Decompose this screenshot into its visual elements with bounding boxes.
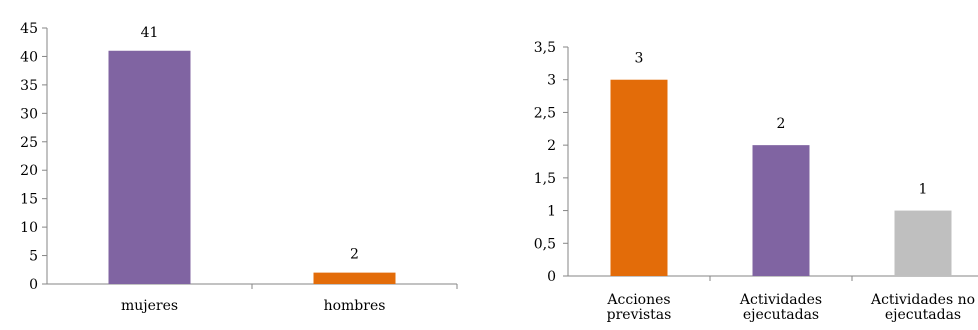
x-category-label: hombres <box>324 298 386 314</box>
y-tick-label: 35 <box>20 78 38 94</box>
y-tick-label: 5 <box>29 249 38 265</box>
y-tick-label: 1,5 <box>534 171 556 187</box>
bar <box>313 272 396 284</box>
y-tick-label: 0,5 <box>534 236 556 252</box>
y-tick-label: 25 <box>20 135 38 151</box>
y-tick-label: 45 <box>20 21 38 37</box>
y-tick-label: 2,5 <box>534 105 556 121</box>
data-label: 1 <box>919 182 928 198</box>
data-label: 3 <box>635 51 644 67</box>
y-tick-label: 1 <box>547 204 556 220</box>
bar <box>108 50 191 284</box>
x-category-label: mujeres <box>121 298 178 314</box>
y-tick-label: 0 <box>29 277 38 293</box>
y-tick-label: 40 <box>20 49 38 65</box>
bar <box>752 145 810 276</box>
x-category-label: Actividades <box>739 292 822 308</box>
bar <box>894 210 952 276</box>
x-category-label: ejecutadas <box>743 307 819 323</box>
y-tick-label: 10 <box>20 220 38 236</box>
bar <box>610 79 668 276</box>
x-category-label: ejecutadas <box>885 307 961 323</box>
x-category-label: Acciones <box>606 292 670 308</box>
data-label: 2 <box>350 247 359 263</box>
data-label: 2 <box>777 116 786 132</box>
y-tick-label: 3 <box>547 73 556 89</box>
y-tick-label: 0 <box>547 269 556 285</box>
y-tick-label: 15 <box>20 192 38 208</box>
x-category-label: Actividades no <box>870 292 975 308</box>
data-label: 41 <box>141 25 159 41</box>
y-tick-label: 20 <box>20 163 38 179</box>
x-category-label: previstas <box>607 307 672 323</box>
y-tick-label: 3,5 <box>534 40 556 56</box>
y-tick-label: 2 <box>547 138 556 154</box>
y-tick-label: 30 <box>20 106 38 122</box>
chart-gender-counts: 0 5 10 15 20 25 30 35 40 45 41 mujeres 2 hombres <box>20 21 458 314</box>
